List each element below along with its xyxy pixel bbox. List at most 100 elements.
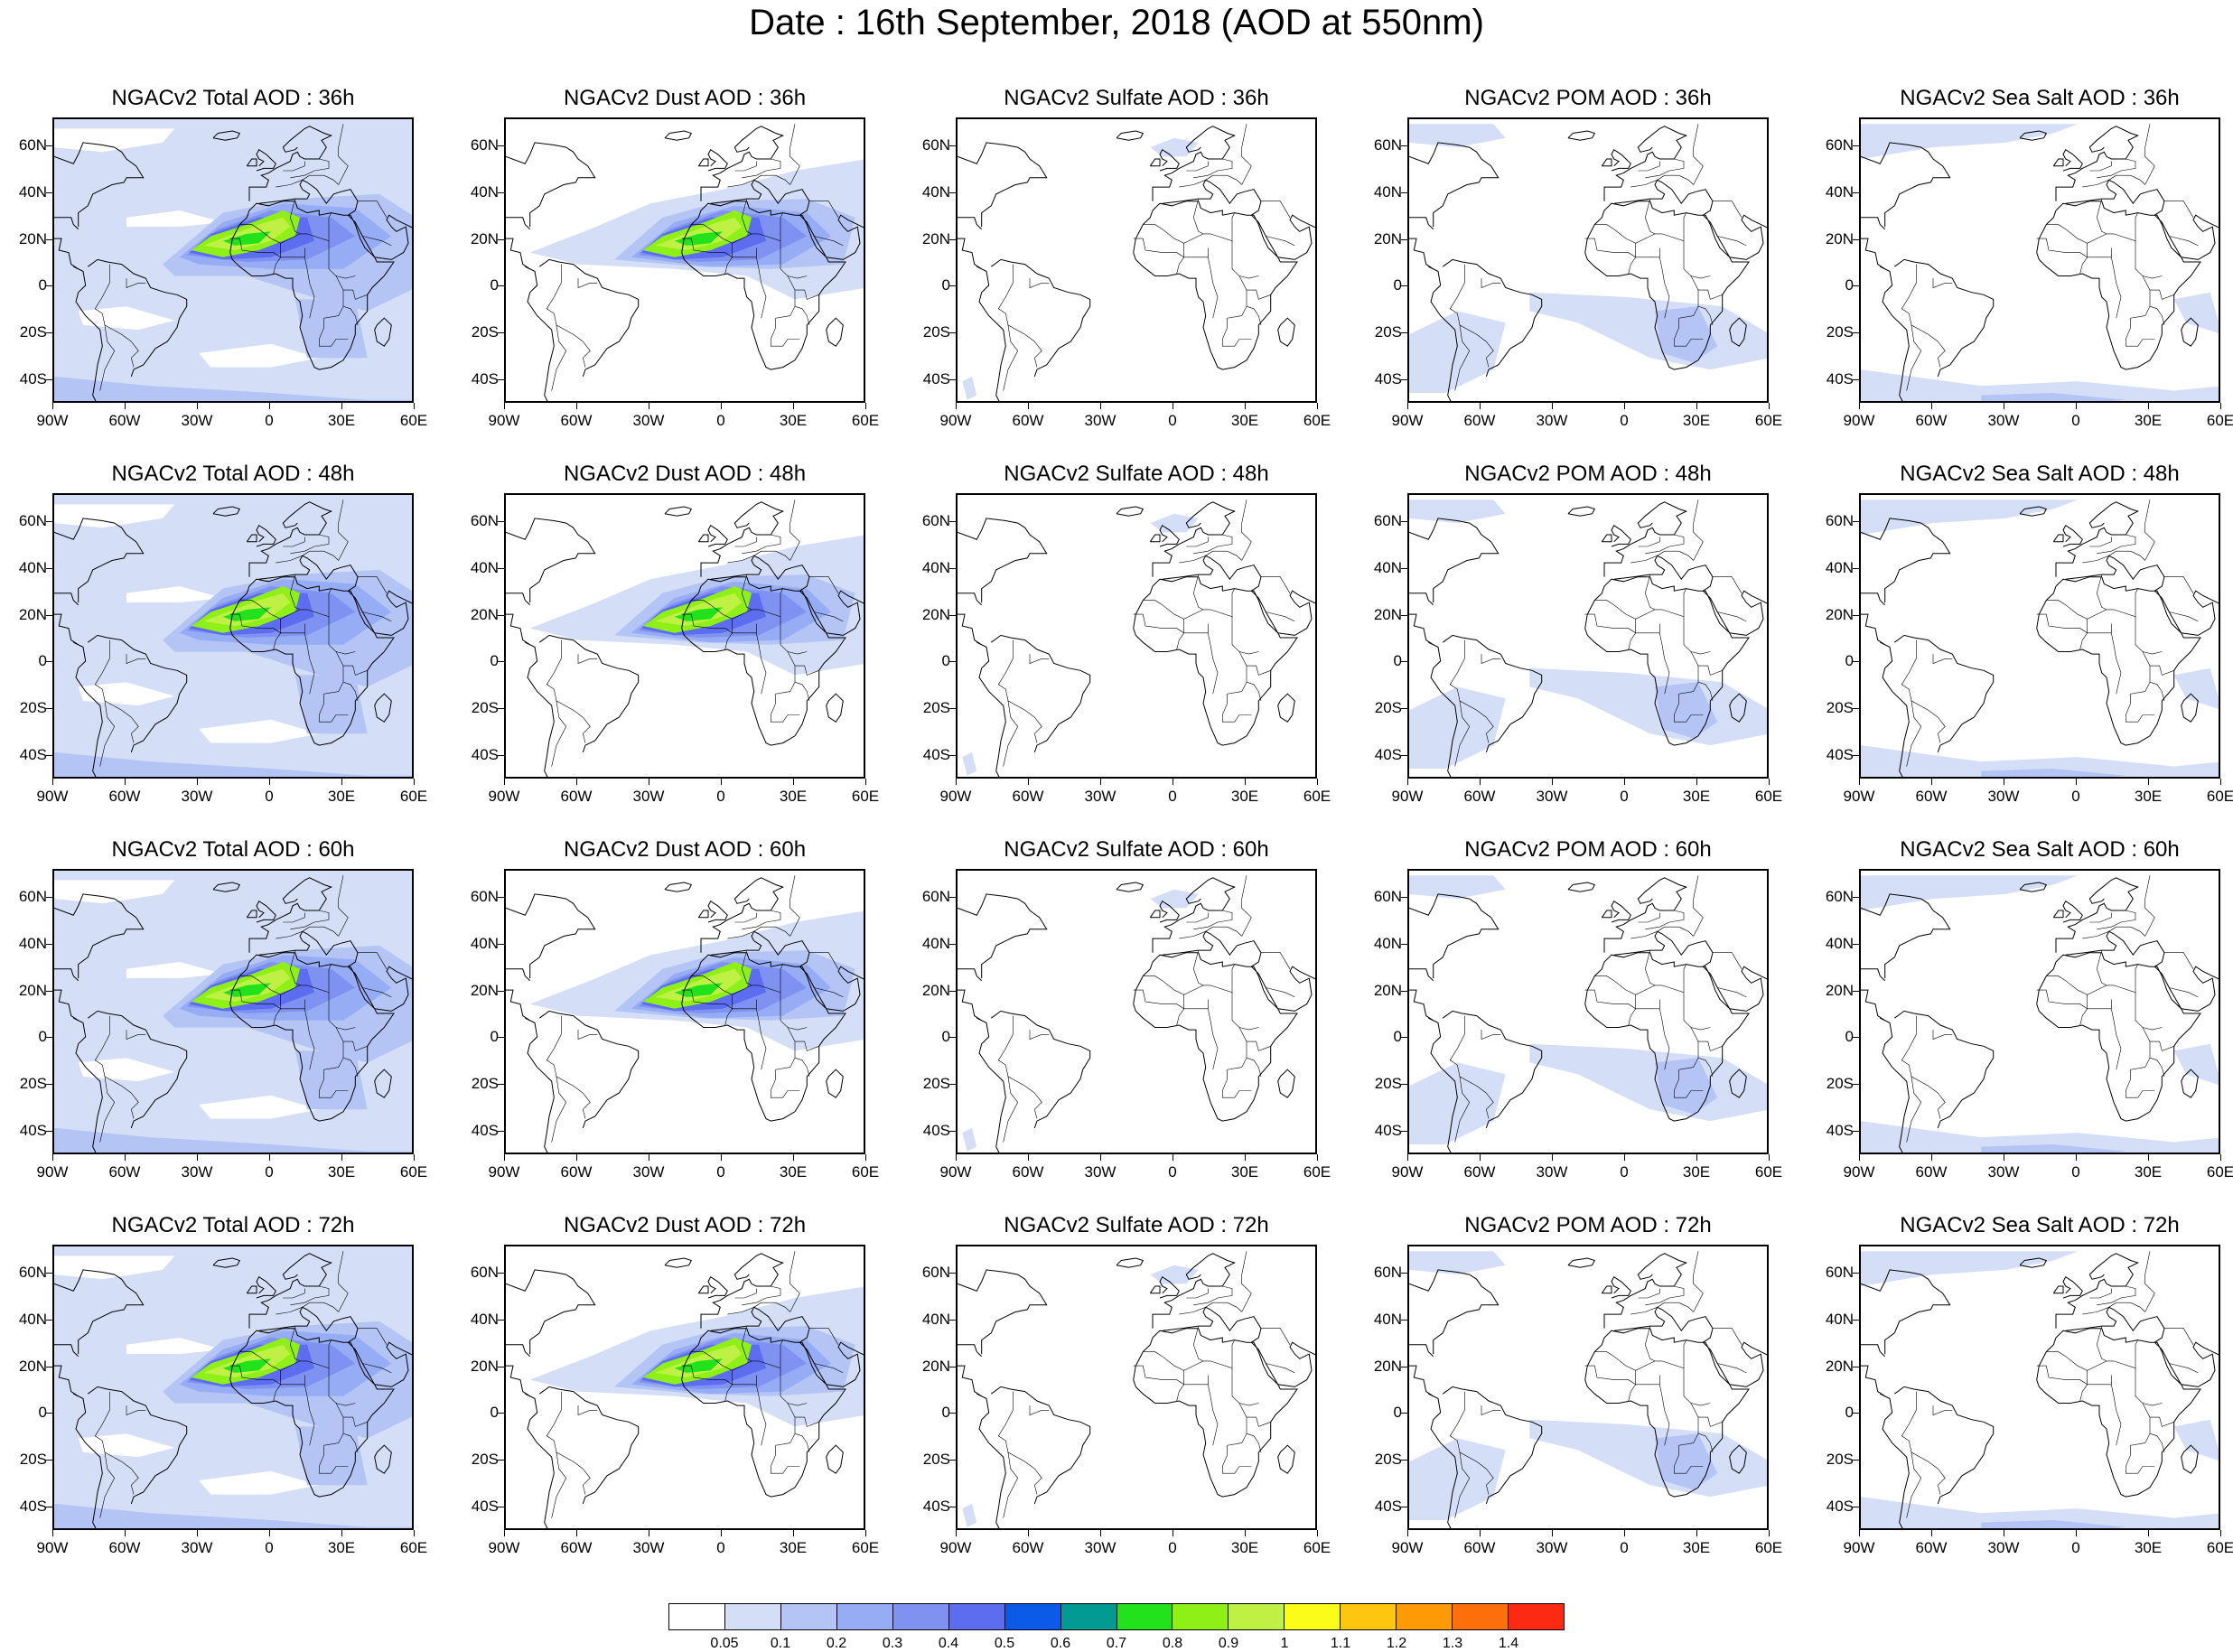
lat-tick-label: 60N	[470, 136, 499, 154]
aod-contour	[78, 306, 175, 331]
country-border	[789, 499, 800, 561]
lat-tick-label: 60N	[470, 512, 499, 530]
coastline	[826, 1444, 844, 1474]
country-border	[1179, 926, 1242, 939]
country-border	[724, 243, 733, 275]
coastline	[1603, 877, 1688, 953]
lon-tick	[1028, 403, 1029, 409]
country-border	[1266, 236, 1295, 247]
aod-contour	[199, 343, 320, 368]
country-border	[1454, 324, 1471, 391]
lat-tick	[1853, 239, 1859, 240]
lon-tick	[197, 403, 198, 409]
map-panel-seasalt	[1859, 493, 2220, 779]
country-border	[1683, 964, 1686, 993]
lon-tick	[269, 1154, 270, 1161]
coastline	[1861, 1269, 1951, 1355]
lon-tick	[1407, 1530, 1408, 1536]
lon-tick-label: 30E	[327, 1539, 356, 1556]
lat-tick-label: 0	[941, 1028, 950, 1046]
lat-tick-label: 60N	[18, 1264, 47, 1282]
lon-tick-label: 60W	[1012, 412, 1044, 429]
lat-tick-label: 40N	[1373, 1310, 1402, 1328]
lat-tick-label: 0	[941, 276, 950, 294]
lat-tick-label: 20S	[1374, 323, 1402, 341]
coastline	[1584, 576, 1750, 746]
country-border	[2111, 632, 2122, 695]
lon-tick-label: 30E	[2134, 788, 2163, 805]
lat-tick-label: 40N	[18, 558, 47, 576]
country-border	[1186, 1288, 1209, 1299]
lon-tick	[52, 779, 53, 785]
country-border	[770, 1403, 800, 1474]
lon-tick-label: 60E	[1303, 788, 1331, 805]
country-border	[2046, 975, 2114, 995]
country-border	[794, 681, 810, 701]
lat-tick-label: 20N	[470, 605, 499, 623]
lon-tick-label: 30E	[1230, 1163, 1259, 1181]
map-panel-sulfate	[956, 117, 1317, 403]
aod-contour	[199, 719, 320, 743]
coastline	[88, 634, 188, 753]
lat-tick	[1853, 1460, 1859, 1461]
aod-contour	[203, 217, 291, 250]
country-border	[318, 1403, 349, 1474]
country-border	[1246, 1433, 1262, 1452]
lon-tick	[956, 403, 957, 409]
lon-tick	[793, 1154, 794, 1161]
lon-tick-label: 90W	[36, 788, 69, 805]
country-border	[328, 588, 332, 617]
coastline	[1702, 966, 1767, 1012]
country-border	[1713, 1328, 1742, 1345]
colorbar-label: 0.8	[1162, 1636, 1183, 1651]
coastline	[1601, 1285, 1612, 1294]
country-border	[1594, 224, 1662, 244]
aod-map-seasalt	[1861, 1246, 2219, 1528]
lat-tick-label: 0	[1393, 652, 1402, 670]
country-border	[1594, 600, 1662, 620]
country-border	[1246, 681, 1262, 701]
country-border	[2150, 665, 2174, 676]
lon-tick	[1028, 1154, 1029, 1161]
lon-tick-label: 0	[716, 412, 725, 429]
colorbar-swatch	[1173, 1604, 1229, 1629]
lat-tick-label: 0	[38, 276, 47, 294]
lat-tick-label: 0	[1845, 1028, 1854, 1046]
coastline	[1116, 130, 1145, 141]
coastline	[1162, 179, 1262, 216]
lat-tick-label: 20N	[921, 229, 950, 247]
country-border	[1584, 238, 1660, 258]
lat-tick-label: 0	[941, 1404, 950, 1422]
aod-contour	[962, 376, 977, 400]
panel-title: NGACv2 Total AOD : 36h	[111, 86, 355, 110]
country-border	[2169, 611, 2199, 622]
lon-tick	[576, 1530, 577, 1536]
country-border	[681, 613, 757, 634]
country-border	[1241, 124, 1252, 185]
panel-title: NGACv2 Sea Salt AOD : 36h	[1900, 86, 2180, 110]
coastline	[229, 952, 395, 1122]
coastline	[525, 641, 555, 777]
lat-tick-label: 20N	[921, 981, 950, 999]
aod-contour	[962, 1127, 977, 1152]
country-border	[283, 537, 305, 547]
country-border	[1186, 912, 1209, 923]
country-border	[1661, 1360, 1711, 1406]
coastline	[1611, 148, 1631, 172]
country-border	[1133, 989, 1209, 1010]
coastline	[1861, 613, 1885, 646]
country-border	[1003, 324, 1019, 391]
lon-tick	[721, 1530, 722, 1536]
panel-title: NGACv2 Dust AOD : 72h	[563, 1213, 807, 1237]
lat-tick-label: 0	[1393, 276, 1402, 294]
lat-tick	[46, 145, 52, 146]
coastline	[799, 1341, 864, 1387]
panel-title: NGACv2 Sea Salt AOD : 72h	[1900, 1213, 2180, 1237]
coastline	[506, 893, 596, 979]
country-border	[283, 912, 305, 923]
lon-tick	[1552, 1154, 1553, 1161]
map-panel-sulfate	[956, 869, 1317, 1154]
aod-contour	[54, 880, 175, 904]
coastline	[1702, 1341, 1767, 1387]
lon-tick-label: 30W	[632, 1163, 665, 1181]
